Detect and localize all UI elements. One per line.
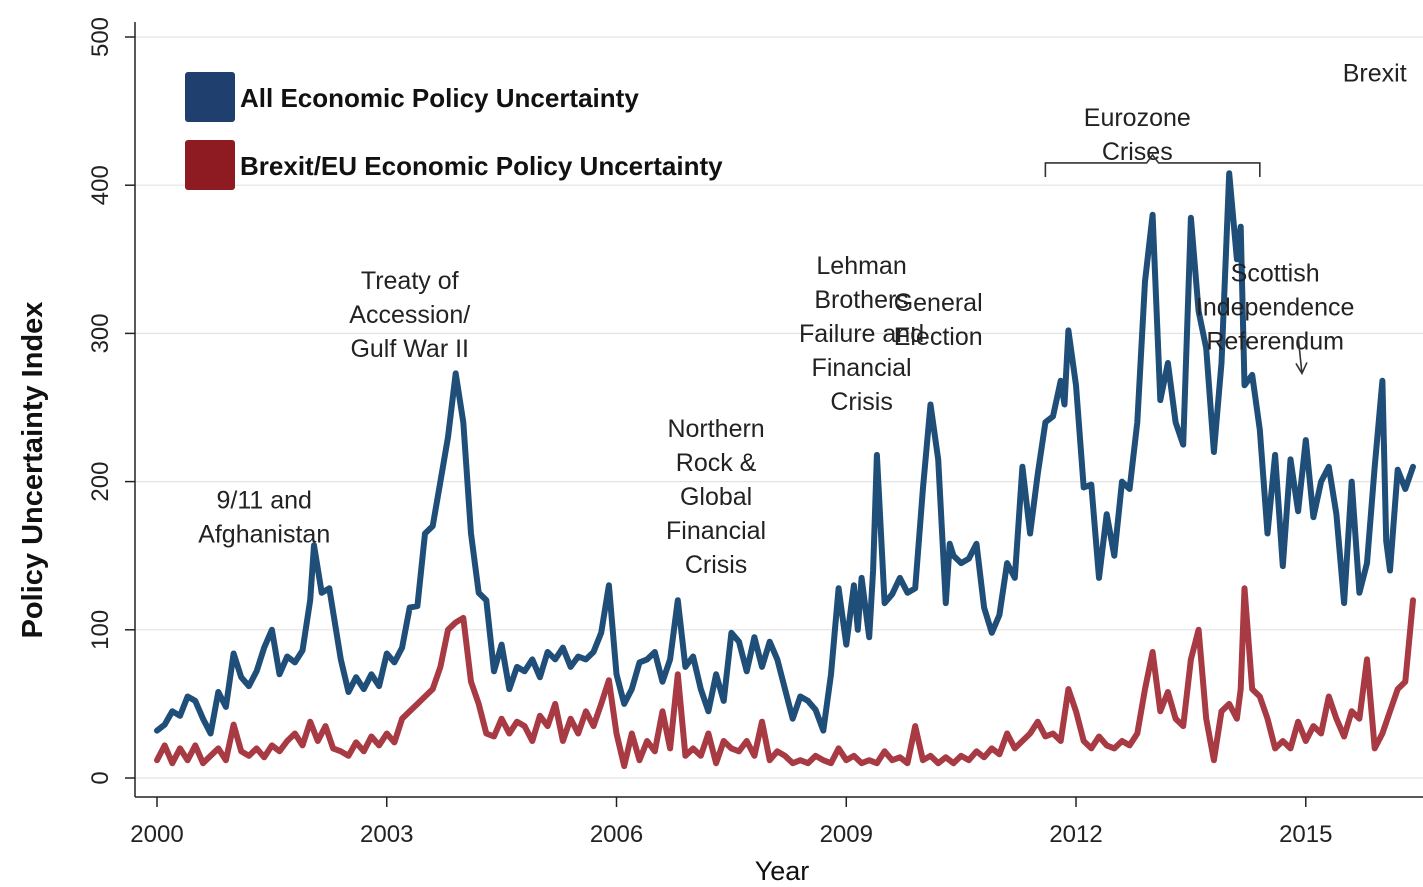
axes bbox=[134, 22, 1423, 798]
y-tick-label-0: 0 bbox=[87, 771, 114, 784]
x-tick-label-2000: 2000 bbox=[130, 821, 183, 848]
annotation-4-line-1: Election bbox=[894, 323, 983, 351]
annotation-1: Treaty of Accession/Gulf War II bbox=[349, 267, 470, 363]
annotation-4-line-0: General bbox=[894, 289, 983, 317]
x-ticks: 2000 2003 2006 2009 2012 2015 bbox=[130, 797, 1332, 848]
annotation-5: Eurozone Crises bbox=[1084, 104, 1191, 166]
annotation-6: Scottish Independence Referendum bbox=[1196, 260, 1354, 356]
gridlines bbox=[135, 36, 1423, 779]
series-line-all-epu bbox=[154, 170, 1416, 737]
annotation-2-line-4: Crisis bbox=[685, 551, 748, 579]
x-tick-label-2015: 2015 bbox=[1279, 821, 1332, 848]
annotation-4: General Election bbox=[894, 289, 983, 351]
y-tick-label-300: 300 bbox=[87, 313, 114, 353]
annotation-2-line-3: Financial bbox=[666, 517, 766, 545]
annotations: 9/11 and Afghanistan Treaty of Accession/Gu… bbox=[198, 59, 1407, 579]
annotation-6-line-1: Independence bbox=[1196, 294, 1354, 322]
annotation-1-line-0: Treaty of bbox=[361, 267, 459, 295]
x-tick-label-2012: 2012 bbox=[1049, 821, 1102, 848]
x-tick-label-2003: 2003 bbox=[360, 821, 413, 848]
annotation-3-line-1: Brothers bbox=[814, 286, 908, 314]
annotation-0-line-0: 9/11 and bbox=[216, 486, 311, 514]
annotation-1-line-1: Accession/ bbox=[349, 301, 470, 329]
x-axis-title: Year bbox=[755, 856, 810, 886]
y-tick-label-100: 100 bbox=[87, 610, 114, 650]
annotation-5-line-0: Eurozone bbox=[1084, 104, 1191, 132]
annotation-2: Northern Rock & Global Financial Crisis bbox=[666, 415, 766, 579]
annotation-2-line-2: Global bbox=[680, 483, 752, 511]
annotation-6-line-0: Scottish bbox=[1231, 260, 1320, 288]
x-tick-label-2006: 2006 bbox=[590, 821, 643, 848]
annotation-3-line-4: Crisis bbox=[830, 388, 893, 416]
annotation-3-line-3: Financial bbox=[812, 354, 912, 382]
scottish-arrow-shaft bbox=[1297, 336, 1303, 374]
x-tick-label-2009: 2009 bbox=[820, 821, 873, 848]
series-line-brexit-epu bbox=[154, 585, 1416, 770]
annotation-5-line-1: Crises bbox=[1102, 138, 1173, 166]
legend-swatch-brexit-epu bbox=[185, 140, 235, 190]
y-tick-label-400: 400 bbox=[87, 165, 114, 205]
y-tick-label-500: 500 bbox=[87, 17, 114, 57]
annotation-3-line-2: Failure and bbox=[799, 320, 924, 348]
annotation-1-line-2: Gulf War II bbox=[350, 335, 469, 363]
y-tick-label-200: 200 bbox=[87, 462, 114, 502]
annotation-2-line-1: Rock & bbox=[676, 449, 757, 477]
annotation-6-line-2: Referendum bbox=[1206, 328, 1344, 356]
annotation-0-line-1: Afghanistan bbox=[198, 520, 330, 548]
scottish-arrow-head bbox=[1295, 362, 1308, 376]
annotation-3: Lehman Brothers Failure and Financial Crisis bbox=[799, 252, 924, 416]
annotation-3-line-0: Lehman bbox=[816, 252, 906, 280]
legend: All Economic Policy Uncertainty Brexit/E… bbox=[185, 72, 723, 190]
series-lines bbox=[154, 170, 1416, 770]
y-ticks: 0 100 200 300 400 500 bbox=[87, 17, 135, 785]
eurozone-bracket bbox=[1044, 153, 1261, 177]
annotation-7: Brexit bbox=[1343, 59, 1407, 87]
annotation-7-line-0: Brexit bbox=[1343, 59, 1407, 87]
annotation-0: 9/11 and Afghanistan bbox=[198, 486, 330, 548]
legend-label-brexit-epu: Brexit/EU Economic Policy Uncertainty bbox=[240, 151, 723, 181]
y-axis-title: Policy Uncertainty Index bbox=[17, 302, 49, 639]
legend-label-all-epu: All Economic Policy Uncertainty bbox=[240, 83, 639, 113]
annotation-2-line-0: Northern bbox=[667, 415, 764, 443]
legend-swatch-all-epu bbox=[185, 72, 235, 122]
